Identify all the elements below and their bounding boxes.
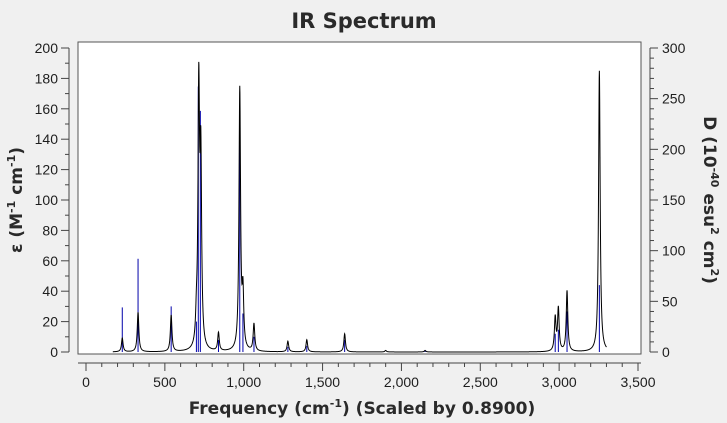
x-tick-label: 500 [153,374,177,390]
y-axis-right-title-mid2: cm [699,235,719,269]
y-left-tick-label: 160 [35,101,59,117]
y-axis-left-title-sup2: -1 [5,155,18,167]
y-axis-left-title-main: ε (M [7,213,27,253]
y-axis-left-title-mid: cm [7,167,27,201]
x-axis-title-sup: -1 [330,397,342,410]
y-axis-left-title-tail: ) [7,147,27,155]
y-left-tick-label: 100 [35,192,59,208]
y-right-tick-label: 150 [662,192,686,208]
x-tick-label: 1,000 [226,374,261,390]
y-right-tick-label: 100 [662,243,686,259]
y-right-tick-label: 250 [662,91,686,107]
y-axis-right-title-sup1: -40 [708,168,721,188]
x-tick-label: 1,500 [305,374,340,390]
y-axis-right-title-mid: esu [699,187,719,227]
y-axis-right-ticks: 0 50 100 150 200 250 300 [650,40,686,360]
y-left-tick-label: 80 [42,222,58,238]
x-axis-title: Frequency (cm-1) (Scaled by 0.8900) [189,397,535,419]
x-tick-label: 2,500 [463,374,498,390]
x-axis-title-main: Frequency (cm [189,399,330,419]
x-axis-title-tail: ) (Scaled by 0.8900) [342,399,535,419]
y-right-tick-label: 200 [662,141,686,157]
y-axis-left-ticks: 0 20 40 60 80 100 120 140 160 180 200 [35,40,69,360]
y-right-tick-label: 50 [662,293,678,309]
y-axis-left-title-sup1: -1 [5,201,18,213]
x-tick-label: 0 [82,374,90,390]
y-left-tick-label: 20 [42,314,58,330]
y-right-tick-label: 0 [662,344,670,360]
y-axis-right-title: D (10-40 esu2 cm2) [699,116,721,284]
y-axis-right-title-main: D (10 [699,116,719,168]
x-tick-label: 3,000 [542,374,577,390]
y-axis-right-title-sup2: 2 [708,227,721,235]
spectrum-line [112,61,607,353]
y-left-tick-label: 40 [42,283,58,299]
y-axis-left-title: ε (M-1 cm-1) [5,147,27,253]
y-right-tick-label: 300 [662,40,686,56]
plot-area [77,41,642,355]
y-axis-right-title-tail: ) [699,276,719,284]
x-tick-label: 3,500 [620,374,655,390]
x-axis-ticks: 0 500 1,000 1,500 2,000 2,500 3,000 3,500 [82,363,656,390]
chart-title: IR Spectrum [291,9,436,33]
y-left-tick-label: 200 [35,40,59,56]
y-left-tick-label: 140 [35,131,59,147]
y-left-tick-label: 60 [42,253,58,269]
y-left-tick-label: 120 [35,162,59,178]
y-left-tick-label: 180 [35,70,59,86]
y-left-tick-label: 0 [50,344,58,360]
y-axis-right-title-sup3: 2 [708,268,721,276]
x-tick-label: 2,000 [384,374,419,390]
